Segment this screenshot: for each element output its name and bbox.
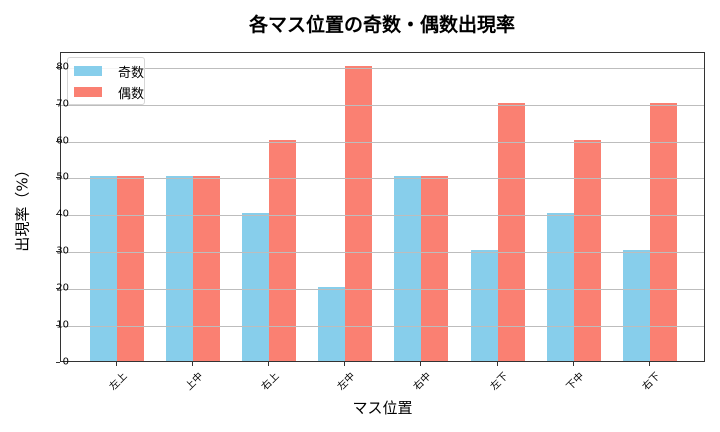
legend-swatch-even (74, 87, 102, 97)
y-tick-mark (56, 362, 60, 363)
plot-area (60, 52, 705, 362)
legend-swatch-odd (74, 66, 102, 76)
x-tick-mark (344, 362, 346, 366)
x-tick-label: 右上 (259, 370, 282, 393)
y-tick-label: 20 (56, 282, 69, 294)
x-tick-mark (192, 362, 194, 366)
bar-odd (318, 287, 346, 361)
y-tick-mark (56, 288, 60, 290)
y-tick-mark (56, 214, 60, 216)
x-tick-mark (116, 362, 117, 366)
y-tick-label: 60 (56, 135, 69, 147)
x-tick-label: 左下 (488, 370, 511, 393)
y-tick-label: 40 (56, 208, 69, 220)
x-tick-mark (648, 362, 650, 366)
y-gridline (61, 326, 704, 328)
x-tick-label: 右中 (412, 370, 434, 393)
y-gridline (61, 67, 704, 69)
bar-even (421, 176, 449, 361)
bar-odd (546, 213, 574, 361)
bar-odd (622, 250, 650, 361)
x-tick-mark (496, 362, 498, 366)
legend-label-even: 偶数 (117, 86, 144, 102)
y-tick-mark (56, 66, 60, 68)
y-tick-label: 50 (56, 171, 69, 183)
y-tick-mark (56, 140, 60, 142)
bars-container (61, 53, 704, 361)
bar-even (193, 176, 221, 361)
legend-label-odd: 奇数 (117, 65, 144, 81)
y-gridline (61, 252, 704, 254)
x-tick-label: 左上 (107, 370, 130, 393)
chart-title: 各マス位置の奇数・偶数出現率 (248, 14, 515, 36)
y-tick-label: 70 (56, 98, 69, 110)
bar-odd (166, 176, 194, 361)
y-gridline (61, 104, 704, 106)
y-axis-label: 出現率（%） (13, 162, 32, 252)
bar-odd (242, 213, 270, 361)
bar-even (573, 139, 601, 361)
y-gridline (61, 215, 704, 217)
bar-odd (470, 250, 498, 361)
y-gridline (61, 178, 704, 180)
bar-even (649, 102, 677, 361)
x-tick-label: 左中 (335, 370, 358, 393)
y-tick-label: 0 (62, 356, 69, 368)
x-tick-label: 上中 (183, 370, 206, 393)
x-tick-mark (268, 362, 270, 366)
y-gridline (61, 141, 704, 143)
y-tick-mark (56, 251, 60, 253)
legend-item-odd: 奇数 (74, 63, 144, 81)
y-tick-mark (56, 325, 60, 327)
bar-even (497, 102, 525, 361)
bar-odd (90, 176, 117, 361)
y-tick-mark (56, 103, 60, 105)
x-tick-mark (420, 362, 422, 366)
x-tick-label: 右下 (640, 370, 663, 393)
y-tick-label: 30 (56, 245, 69, 257)
y-tick-label: 80 (56, 61, 69, 73)
legend: 奇数 偶数 (67, 57, 145, 105)
y-tick-label: 10 (56, 319, 69, 331)
bar-even (269, 139, 297, 361)
y-gridline (61, 289, 704, 291)
bar-even (117, 176, 144, 361)
legend-item-even: 偶数 (74, 84, 144, 102)
bar-even (345, 65, 373, 361)
y-tick-mark (56, 177, 60, 179)
x-axis-label: マス位置 (352, 399, 413, 417)
bar-odd (394, 176, 422, 361)
x-tick-label: 下中 (564, 370, 587, 393)
x-tick-mark (572, 362, 574, 366)
